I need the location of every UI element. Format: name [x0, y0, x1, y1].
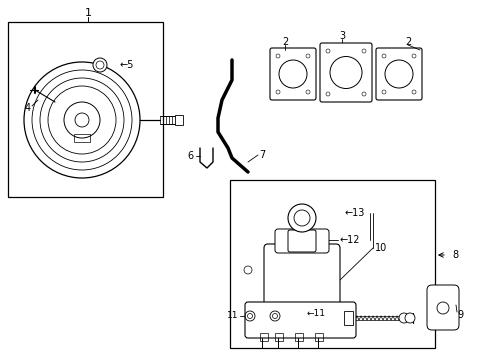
Text: 11: 11: [226, 311, 238, 320]
Circle shape: [93, 58, 107, 72]
Bar: [175, 115, 183, 125]
Bar: [74, 134, 90, 142]
Circle shape: [64, 102, 100, 138]
Text: 9: 9: [456, 310, 462, 320]
FancyBboxPatch shape: [426, 285, 458, 330]
Text: 1: 1: [84, 8, 91, 18]
Circle shape: [24, 62, 140, 178]
Circle shape: [404, 313, 414, 323]
Bar: [229, 180, 434, 348]
Text: ←13: ←13: [345, 208, 365, 218]
Text: 2: 2: [404, 37, 410, 47]
Bar: [260, 333, 267, 341]
FancyBboxPatch shape: [375, 48, 421, 100]
FancyBboxPatch shape: [269, 48, 315, 100]
Bar: [274, 333, 283, 341]
Bar: [294, 333, 303, 341]
Text: 7: 7: [258, 150, 264, 160]
Text: 6: 6: [186, 151, 193, 161]
FancyBboxPatch shape: [319, 43, 371, 102]
Bar: [343, 311, 352, 325]
Circle shape: [398, 313, 408, 323]
FancyBboxPatch shape: [264, 244, 339, 307]
Bar: [8, 22, 163, 197]
Circle shape: [287, 204, 315, 232]
Text: ←5: ←5: [120, 60, 134, 70]
FancyBboxPatch shape: [287, 230, 315, 252]
FancyBboxPatch shape: [274, 229, 328, 253]
Text: 4: 4: [25, 103, 31, 113]
Bar: [314, 333, 323, 341]
Text: ←11: ←11: [306, 310, 325, 319]
Text: 8: 8: [451, 250, 457, 260]
Text: ←12: ←12: [339, 235, 360, 245]
Text: 2: 2: [281, 37, 287, 47]
FancyBboxPatch shape: [244, 302, 355, 338]
FancyArrowPatch shape: [438, 253, 443, 257]
Text: 10: 10: [374, 243, 386, 253]
Text: 3: 3: [338, 31, 345, 41]
